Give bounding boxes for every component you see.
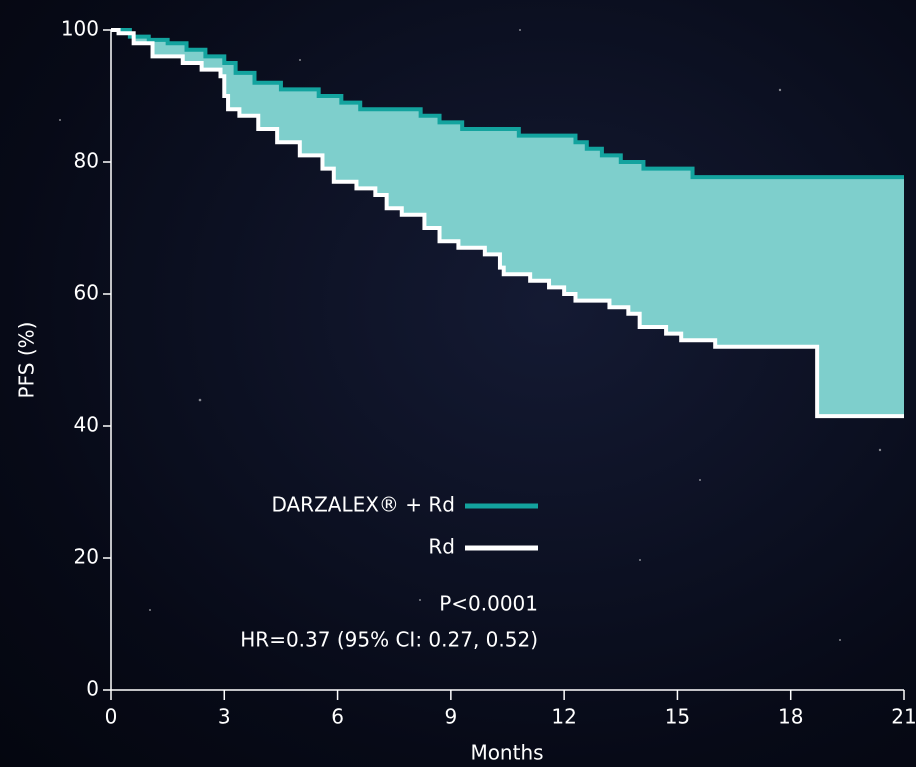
x-tick-label: 18	[778, 705, 803, 729]
y-tick-label: 0	[86, 677, 99, 701]
y-tick-label: 100	[61, 17, 99, 41]
y-tick-label: 80	[74, 149, 99, 173]
x-tick-label: 3	[218, 705, 231, 729]
x-tick-label: 21	[891, 705, 916, 729]
x-axis-label: Months	[470, 741, 543, 765]
x-tick-label: 9	[444, 705, 457, 729]
y-tick-label: 40	[74, 413, 99, 437]
y-tick-label: 60	[74, 281, 99, 305]
y-tick-label: 20	[74, 545, 99, 569]
annotation: P<0.0001	[439, 592, 538, 616]
legend-label: Rd	[428, 535, 455, 559]
x-tick-label: 0	[105, 705, 118, 729]
gap-fill	[111, 30, 904, 416]
x-tick-label: 12	[551, 705, 576, 729]
y-axis-label: PFS (%)	[15, 322, 39, 399]
legend-label: DARZALEX® + Rd	[271, 493, 455, 517]
chart: PFS (%) Months 0 20 40 60 80 100 0 3 6 9 12 15 18 21 D…	[0, 0, 916, 767]
page: PFS (%) Months 0 20 40 60 80 100 0 3 6 9 12 15 18 21 D…	[0, 0, 916, 767]
x-tick-label: 15	[665, 705, 690, 729]
annotation: HR=0.37 (95% CI: 0.27, 0.52)	[240, 628, 538, 652]
x-tick-label: 6	[331, 705, 344, 729]
